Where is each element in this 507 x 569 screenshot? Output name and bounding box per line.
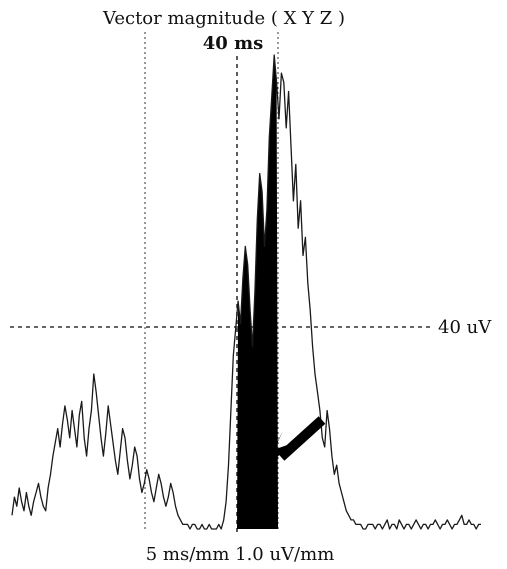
arrow-annotation <box>266 416 326 467</box>
shaded-terminal-segment <box>237 55 278 529</box>
chart-title: Vector magnitude ( X Y Z ) <box>102 8 345 29</box>
arrow-head-icon <box>266 431 293 467</box>
amplitude-marker-label: 40 uV <box>438 317 492 338</box>
scale-label: 5 ms/mm 1.0 uV/mm <box>146 544 335 565</box>
series-trace <box>11 54 481 530</box>
arrow-shaft <box>277 416 326 461</box>
guide-lines <box>10 32 434 532</box>
time-marker-label: 40 ms <box>203 33 264 54</box>
